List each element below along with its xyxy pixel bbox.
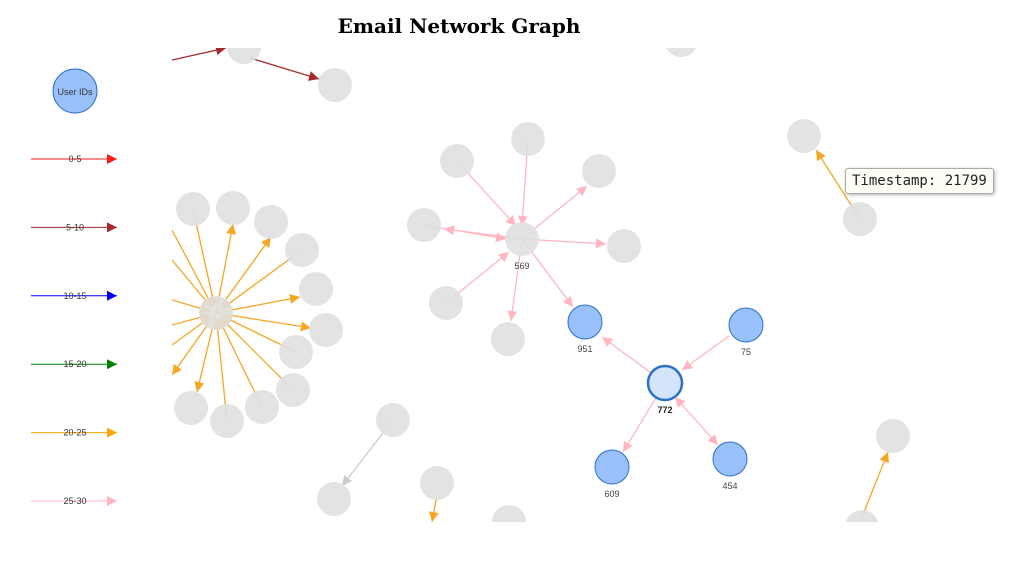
edge: [861, 451, 889, 518]
legend-node-swatch: [52, 68, 98, 114]
node-label-454: 454: [722, 481, 737, 491]
node-inactive[interactable]: [607, 229, 641, 263]
node-label-75: 75: [741, 347, 751, 357]
node-inactive[interactable]: [429, 286, 463, 320]
node-inactive[interactable]: [582, 154, 616, 188]
node-inactive[interactable]: [845, 510, 879, 522]
chart-title: Email Network Graph: [337, 14, 581, 38]
node-inactive[interactable]: [176, 192, 210, 226]
edge: [172, 48, 227, 61]
node-inactive[interactable]: [174, 391, 208, 425]
node-inactive[interactable]: [245, 390, 279, 424]
node-inactive[interactable]: [664, 48, 698, 57]
node-inactive[interactable]: [491, 322, 525, 356]
edge: [249, 57, 320, 81]
timestamp-tooltip: Timestamp: 21799: [845, 168, 994, 194]
node-inactive[interactable]: [787, 119, 821, 153]
node-inactive[interactable]: [318, 68, 352, 102]
legend: User IDs 0-5 5-10 10-15 15-20 20-25 25-30: [31, 68, 117, 506]
edge: [212, 318, 228, 422]
node-454[interactable]: [712, 441, 748, 477]
legend-label-0-5: 0-5: [68, 154, 81, 164]
legend-label-10-15: 10-15: [63, 291, 86, 301]
node-inactive[interactable]: [276, 373, 310, 407]
node-inactive[interactable]: [440, 144, 474, 178]
legend-label-5-10: 5-10: [66, 222, 84, 232]
node-label-951: 951: [577, 344, 592, 354]
edge: [681, 335, 730, 371]
node-inactive[interactable]: [216, 191, 250, 225]
node-inactive[interactable]: [376, 403, 410, 437]
node-label-609: 609: [604, 489, 619, 499]
node-label-569: 569: [514, 261, 529, 271]
legend-label-25-30: 25-30: [63, 496, 86, 506]
node-inactive[interactable]: [279, 335, 313, 369]
node-inactive[interactable]: [210, 404, 244, 438]
legend-node-label: User IDs: [57, 87, 93, 97]
edge: [172, 229, 214, 309]
legend-label-20-25: 20-25: [63, 428, 86, 438]
edge: [219, 316, 294, 391]
node-inactive[interactable]: [492, 505, 526, 522]
edge: [674, 396, 719, 446]
node-inactive[interactable]: [876, 419, 910, 453]
node-inactive[interactable]: [299, 272, 333, 306]
node-inactive[interactable]: [309, 313, 343, 347]
node-inactive[interactable]: [317, 482, 351, 516]
node-hub-left[interactable]: [199, 296, 233, 330]
node-inactive[interactable]: [407, 208, 441, 242]
node-772[interactable]: [646, 364, 684, 402]
node-inactive[interactable]: [227, 48, 261, 64]
node-inactive[interactable]: [285, 233, 319, 267]
node-inactive[interactable]: [420, 466, 454, 500]
node-label-772: 772: [657, 405, 672, 415]
node-hub-569[interactable]: [505, 222, 539, 256]
node-75[interactable]: [728, 307, 764, 343]
node-inactive[interactable]: [254, 205, 288, 239]
legend-label-15-20: 15-20: [63, 359, 86, 369]
node-951[interactable]: [567, 304, 603, 340]
network-graph[interactable]: 569 951 75 772 609 454: [172, 48, 972, 522]
node-inactive[interactable]: [511, 122, 545, 156]
node-609[interactable]: [594, 449, 630, 485]
node-inactive[interactable]: [843, 202, 877, 236]
